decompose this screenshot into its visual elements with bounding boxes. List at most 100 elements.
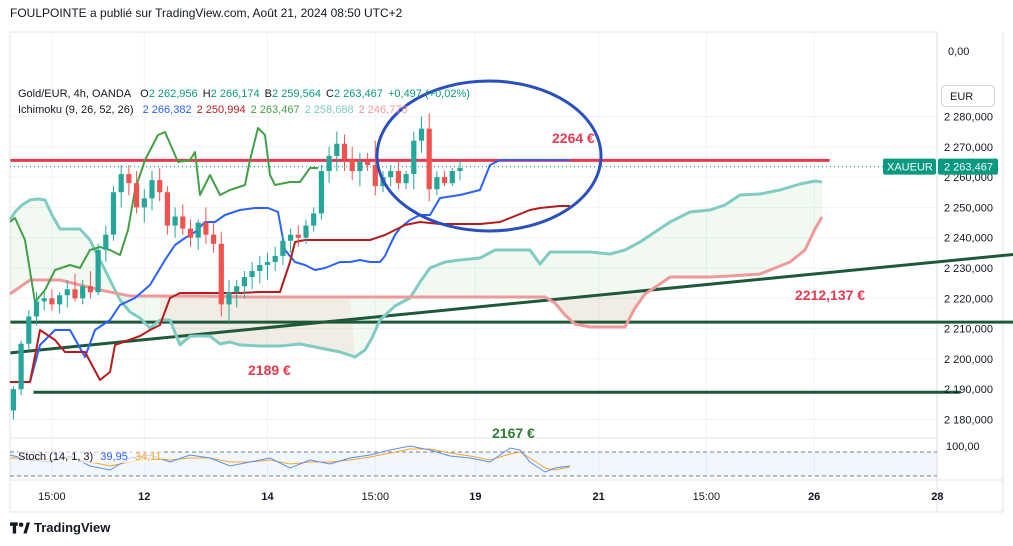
ichimoku-lagging: 2 263,467 [250, 104, 300, 116]
lagging-span [9, 127, 318, 303]
ohlc-legend: Gold/EUR, 4h, OANDA O2 262,956 H2 266,17… [18, 88, 472, 100]
time-tick-label: 28 [931, 491, 943, 503]
grid [9, 31, 1004, 513]
candle-body [49, 298, 55, 305]
candle-body [349, 158, 355, 172]
stoch-legend: Stoch (14, 1, 3) 39,95 34,11 [18, 451, 162, 463]
candle-body [388, 171, 394, 178]
ichimoku-cloud [10, 181, 822, 357]
price-tick-label: 2 270,000 [944, 142, 993, 154]
stoch-name: Stoch (14, 1, 3) [18, 451, 94, 463]
time-axis: 15:00 12 14 15:00 19 21 15:00 26 28 [38, 491, 943, 503]
base-line [10, 205, 570, 383]
candle-body [318, 171, 324, 214]
candle-body [365, 161, 371, 165]
time-tick-label: 14 [261, 491, 274, 503]
candle-body [10, 389, 16, 411]
legend-high-label: H [202, 88, 211, 100]
time-tick-label: 21 [592, 491, 604, 503]
candle-body [87, 286, 93, 293]
time-tick-label: 12 [138, 491, 150, 503]
candle-body [110, 192, 117, 235]
stoch-d: 34,11 [134, 451, 162, 463]
candle-body [180, 216, 186, 229]
candle-body [149, 180, 155, 199]
cloud-fill [10, 181, 822, 357]
stoch-axis-label: 100,00 [946, 441, 980, 453]
price-tick-label: 2 230,000 [944, 263, 993, 275]
senkou-span-a [8, 179, 823, 359]
legend-symbol: Gold/EUR, 4h, OANDA [18, 88, 132, 100]
time-tick-label: 15:00 [693, 491, 721, 503]
candle-body [311, 213, 317, 226]
candle-body [64, 289, 70, 296]
candle-body [334, 143, 340, 156]
candle-body [234, 286, 240, 293]
tradingview-footer: TradingView [10, 520, 110, 535]
cloud-fill-bear [160, 296, 355, 357]
candle-body [157, 180, 163, 193]
legend-open: 2 262,956 [148, 88, 198, 100]
price-annotation: 2212,137 € [795, 287, 865, 303]
price-tick-label: 2 210,000 [944, 324, 993, 336]
price-annotation: 2264 € [552, 130, 595, 146]
currency-selector[interactable]: EUR [941, 85, 995, 107]
price-axis: 0,00 2 280,000 2 270,000 2 260,000 2 250,000… [883, 46, 998, 453]
candle-body [18, 343, 24, 390]
stoch-band [10, 452, 937, 476]
horizontal-lines [10, 158, 1013, 394]
price-tag-symbol-bg [883, 158, 936, 175]
price-tick-label: 2 180,000 [944, 415, 993, 427]
price-tick-label: 2 240,000 [944, 233, 993, 245]
time-tick-label: 19 [469, 491, 481, 503]
candle-body [218, 243, 224, 305]
stoch-k: 39,95 [100, 451, 128, 463]
candle-body [57, 295, 63, 305]
candle-body [26, 316, 32, 344]
ichimoku-conversion: 2 266,382 [142, 104, 192, 116]
candle-body [303, 225, 309, 238]
candle-body [164, 192, 170, 226]
candle-body [272, 255, 278, 262]
time-tick-label: 15:00 [362, 491, 390, 503]
candle-body [457, 168, 463, 172]
ichimoku-legend: Ichimoku (9, 26, 52, 26) 2 266,382 2 250… [18, 104, 410, 116]
tradingview-logo-icon [10, 521, 30, 534]
candle-body [372, 164, 378, 187]
candle-body [203, 222, 209, 235]
candle-body [341, 143, 348, 159]
candle-body [449, 171, 455, 184]
candle-body [95, 249, 101, 293]
price-tag-bg [938, 158, 998, 175]
time-tick-label: 15:00 [38, 491, 66, 503]
candle-body [118, 174, 124, 193]
senkou-span-b [9, 216, 824, 329]
price-annotation: 2167 € [492, 425, 535, 441]
candle-body [288, 234, 294, 241]
legend-close-label: C [326, 88, 334, 100]
candle-body [72, 289, 78, 299]
candle-body [426, 128, 432, 190]
ichimoku-span-a: 2 258,688 [304, 104, 354, 116]
price-tick-zero: 0,00 [948, 46, 969, 58]
legend-high: 2 266,174 [210, 88, 260, 100]
stoch-d-line [10, 448, 571, 471]
price-tick-label: 2 190,000 [944, 384, 993, 396]
price-tick-label: 2 260,000 [944, 172, 993, 184]
price-annotation: 2189 € [248, 362, 291, 378]
publisher-header: FOULPOINTE a publié sur TradingView.com,… [10, 6, 403, 20]
candle-body [264, 261, 271, 265]
candle-body [195, 222, 201, 238]
price-tick-label: 2 250,000 [944, 202, 993, 214]
candle-body [211, 234, 217, 244]
candles [10, 113, 463, 420]
price-tag-value: 2 263,467 [944, 162, 993, 174]
ichimoku-span-b: 2 246,778 [358, 104, 408, 116]
ichimoku-base: 2 250,994 [196, 104, 246, 116]
candle-body [187, 228, 194, 238]
candle-body [442, 177, 448, 184]
price-tick-label: 2 200,000 [944, 354, 993, 366]
candle-body [141, 198, 147, 208]
legend-change: +0,497 (+0,02%) [387, 88, 470, 100]
